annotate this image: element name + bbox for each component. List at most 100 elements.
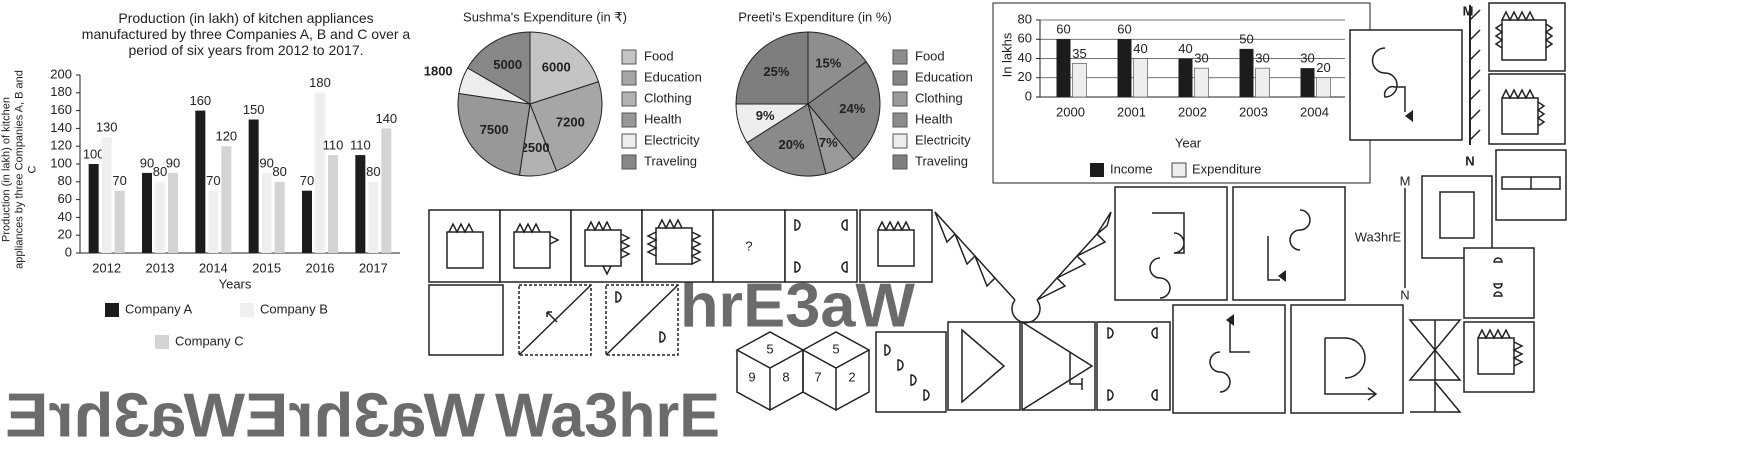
legend-swatch (1171, 162, 1187, 178)
legend-swatch (892, 112, 908, 128)
value-label: 35 (1072, 46, 1086, 61)
value-label: 80 (153, 164, 167, 179)
bar (1239, 48, 1254, 97)
y-tick-label: 20 (1018, 69, 1032, 84)
legend-swatch (621, 91, 637, 107)
legend-label: Food (644, 48, 674, 63)
x-tick-label: 2004 (1300, 104, 1329, 119)
y-tick-label: 140 (50, 120, 72, 135)
x-tick-label: 2012 (92, 260, 121, 275)
question-mark: ? (745, 238, 752, 253)
x-tick-label: 2002 (1178, 104, 1207, 119)
y-tick-label: 180 (50, 84, 72, 99)
word: Wa3hrE (1355, 229, 1402, 244)
x-tick-label: 2001 (1117, 104, 1146, 119)
value-label: 150 (243, 102, 265, 117)
value-label: 110 (350, 138, 371, 153)
bar (142, 172, 152, 253)
value-label: 7200 (556, 114, 585, 129)
legend-swatch (1090, 163, 1104, 177)
legend-label: Company A (125, 301, 193, 316)
bar (221, 146, 232, 253)
y-tick-label: 60 (58, 191, 72, 206)
mirror-label: M (1463, 3, 1474, 18)
value-label: 180 (309, 75, 331, 90)
value-label: 6000 (542, 59, 571, 74)
value-label: 1800 (424, 63, 453, 78)
die-face: 9 (748, 369, 755, 384)
y-tick-label: 40 (1018, 50, 1032, 65)
bar (328, 155, 338, 253)
value-label: 90 (259, 155, 273, 170)
y-tick-label: 100 (50, 155, 72, 170)
legend-swatch (892, 133, 908, 149)
value-label: 70 (206, 173, 220, 188)
y-tick-label: 80 (58, 173, 72, 188)
axis-label: M (1400, 173, 1411, 188)
value-label: 90 (140, 155, 154, 170)
pie-slice (529, 31, 600, 105)
figure-row (428, 284, 1171, 413)
legend-label: Clothing (644, 90, 692, 105)
value-label: 80 (272, 164, 286, 179)
bar (381, 128, 392, 253)
legend-label: Health (644, 111, 682, 126)
value-label: 70 (112, 173, 126, 188)
y-axis-label: In lakhs (999, 32, 1014, 77)
bar (1133, 58, 1148, 98)
value-label: 60 (1056, 22, 1070, 37)
pie-slice (466, 31, 531, 105)
bar (1300, 68, 1315, 97)
legend-swatch (892, 154, 908, 170)
value-label: 90 (166, 155, 180, 170)
x-axis-label: Year (1175, 135, 1202, 150)
legend-label: Health (915, 111, 953, 126)
value-label: 20% (779, 137, 805, 152)
value-label: 100 (83, 146, 105, 161)
x-tick-label: 2014 (199, 260, 228, 275)
bar (1316, 77, 1331, 98)
watermark: Wa3hrEWa3hrE (5, 381, 485, 450)
bar (114, 190, 125, 253)
bar (1117, 39, 1132, 97)
bar (368, 181, 379, 253)
x-tick-label: 2000 (1056, 104, 1085, 119)
bar (208, 190, 219, 253)
mirror-label: N (1465, 153, 1474, 168)
value-label: 5000 (493, 57, 522, 72)
legend-label: Electricity (644, 132, 700, 147)
bar (155, 181, 165, 253)
value-label: 9% (756, 108, 775, 123)
legend-label: Education (644, 69, 702, 84)
y-tick-label: 20 (58, 227, 72, 242)
value-label: 70 (300, 173, 314, 188)
x-tick-label: 2013 (146, 260, 175, 275)
bar (1056, 39, 1071, 97)
bar (261, 172, 272, 253)
die-face: 5 (832, 341, 839, 356)
x-tick-label: 2003 (1239, 104, 1268, 119)
x-tick-label: 2016 (306, 260, 335, 275)
y-tick-label: 120 (50, 138, 72, 153)
watermark: hrE3aW (680, 271, 915, 340)
y-tick-label: 160 (50, 102, 72, 117)
value-label: 160 (189, 93, 211, 108)
bar (302, 190, 312, 253)
bar (355, 155, 366, 253)
value-label: 30 (1194, 51, 1208, 66)
legend-label: Company C (175, 333, 244, 348)
watermark: Wa3hrE (495, 381, 720, 450)
y-tick-label: 0 (65, 244, 72, 259)
value-label: 30 (1300, 51, 1314, 66)
value-label: 110 (323, 138, 344, 153)
bar (1178, 58, 1193, 97)
y-tick-label: 60 (1018, 31, 1032, 46)
legend-label: Expenditure (1192, 161, 1261, 176)
value-label: 130 (96, 120, 118, 135)
bar (1194, 67, 1209, 98)
bar (168, 172, 178, 253)
y-tick-label: 200 (50, 66, 72, 81)
legend-swatch (892, 91, 908, 107)
value-label: 40 (1178, 41, 1192, 56)
